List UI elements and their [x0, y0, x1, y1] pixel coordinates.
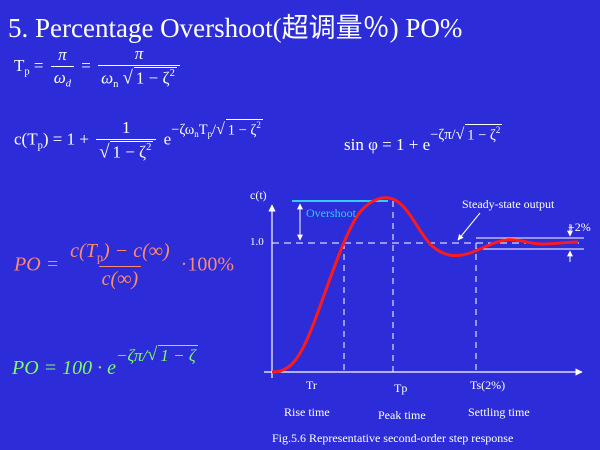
- ctp-exp-sub-n: n: [194, 128, 199, 139]
- ctp-exp-sqrt: 1 − ζ2: [225, 118, 263, 139]
- tp-frac2-sq: 2: [169, 68, 175, 79]
- tp-frac2-sub: n: [113, 79, 119, 91]
- tp-frac2-rad: 1 − ζ: [135, 68, 170, 88]
- band-label: +2%: [568, 220, 591, 234]
- po-def-num-a: c: [70, 240, 80, 262]
- po-formula-exp-rad: 1 − ζ: [160, 346, 196, 365]
- peak-time-label: Peak time: [378, 408, 426, 422]
- po-def-lhs: PO =: [14, 253, 60, 276]
- radical-icon: √: [216, 120, 225, 138]
- po-formula-sqrt: 1 − ζ: [158, 345, 198, 366]
- tp-eq-sign-1: =: [33, 55, 44, 75]
- po-def-num: c(Tp) − c(∞): [67, 240, 173, 266]
- ctp-frac-num: 1: [122, 118, 131, 137]
- ctp-frac-sq: 2: [146, 142, 152, 153]
- ctp-lhs-end: ) = 1 +: [42, 129, 89, 149]
- tp-lhs-sub: p: [24, 66, 30, 78]
- tp-frac2-num: π: [134, 44, 144, 63]
- sin-exponent: −ζπ / √ 1 − ζ2: [430, 124, 503, 144]
- ctp-frac-den: √ 1 − ζ2: [96, 139, 157, 163]
- ctp-exp-b: T: [198, 121, 208, 138]
- ctp-exp-a: −ζω: [171, 121, 195, 138]
- sin-phi-equation: sin φ = 1 + e −ζπ / √ 1 − ζ2: [344, 124, 503, 155]
- rise-time-label: Rise time: [284, 405, 330, 419]
- po-formula-lhs: PO = 100 · e: [12, 356, 117, 379]
- y-axis-label: c(t): [250, 188, 267, 202]
- ts-label: Ts(2%): [470, 378, 506, 392]
- figure-caption: Fig.5.6 Representative second-order step…: [272, 431, 514, 445]
- tp-fraction-1: π ωd: [50, 44, 75, 90]
- response-curve: [271, 196, 579, 374]
- sin-exp-sq: 2: [495, 125, 501, 135]
- radical-icon: √: [99, 141, 110, 163]
- tp-frac1-sub: d: [65, 78, 72, 90]
- radical-icon: √: [122, 67, 133, 89]
- tp-label: Tp: [394, 381, 408, 395]
- tp-fraction-2: π ωn √ 1 − ζ2: [98, 44, 180, 90]
- settling-time-label: Settling time: [468, 405, 530, 419]
- radical-icon: √: [455, 126, 465, 144]
- tp-frac2-omega: ω: [101, 68, 114, 88]
- tp-frac2-sqrt: 1 − ζ2: [133, 67, 177, 88]
- po-definition: PO = c(Tp) − c(∞) c(∞) ·100%: [14, 240, 234, 291]
- po-def-num-tp: (T: [79, 240, 97, 262]
- po-def-num-b: ) − c(∞): [103, 240, 170, 262]
- tp-frac2-den: ωn √ 1 − ζ2: [98, 65, 180, 90]
- steady-state-label: Steady-state output: [462, 197, 555, 211]
- slide-title: 5. Percentage Overshoot(超调量％) PO%: [8, 13, 463, 43]
- po-formula: PO = 100 · e −ζπ / √ 1 − ζ: [12, 344, 198, 380]
- tp-eq-sign-2: =: [81, 55, 91, 75]
- radical-icon: √: [147, 344, 158, 365]
- sin-exp-sqrt: 1 − ζ2: [465, 124, 503, 144]
- steady-state-pointer: [457, 212, 481, 241]
- po-def-den: c(∞): [98, 266, 142, 291]
- po-formula-exp-a: −ζπ: [116, 346, 143, 365]
- ctp-frac-sqrt: 1 − ζ2: [110, 141, 154, 162]
- tp-lhs: T: [14, 55, 25, 75]
- sin-exp-rad: 1 − ζ: [467, 127, 496, 144]
- po-def-num-sub: p: [96, 250, 104, 265]
- ctp-exp-sq: 2: [256, 119, 261, 130]
- ctp-lhs-sub: p: [37, 140, 43, 152]
- tp-equation: Tp = π ωd = π ωn √ 1 − ζ2: [14, 44, 183, 90]
- ctp-lhs: c(T: [14, 129, 38, 149]
- po-def-tail: ·100%: [180, 253, 234, 276]
- unity-level-label: 1.0: [250, 236, 264, 248]
- sin-text: sin φ = 1 + e: [344, 135, 431, 155]
- sin-exp-a: −ζπ: [430, 127, 452, 144]
- ctp-exp-sub-p: p: [207, 128, 213, 139]
- ctp-exp-rad: 1 − ζ: [227, 121, 257, 138]
- ctp-fraction: 1 √ 1 − ζ2: [96, 118, 157, 163]
- ctp-e: e: [163, 129, 172, 149]
- po-def-fraction: c(Tp) − c(∞) c(∞): [67, 240, 173, 291]
- tp-frac1-den: ωd: [50, 65, 75, 90]
- po-formula-exponent: −ζπ / √ 1 − ζ: [116, 344, 198, 366]
- tp-frac1-omega: ω: [53, 67, 66, 87]
- tr-label: Tr: [306, 378, 317, 392]
- tp-frac1-num: π: [58, 44, 67, 64]
- ctp-frac-rad: 1 − ζ: [112, 142, 147, 162]
- overshoot-label: Overshoot: [306, 206, 356, 220]
